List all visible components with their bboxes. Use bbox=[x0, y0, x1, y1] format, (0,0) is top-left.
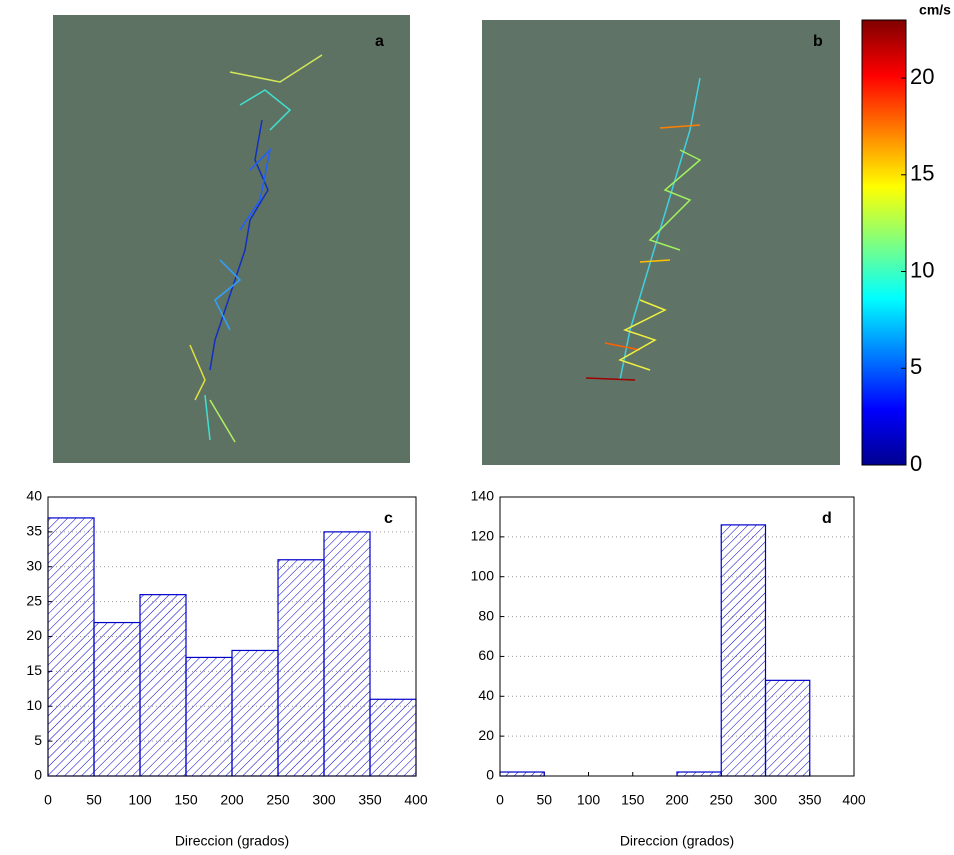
y-tick-label: 100 bbox=[471, 567, 495, 583]
x-axis-label: Direccion (grados) bbox=[175, 833, 289, 849]
bar bbox=[676, 771, 722, 777]
x-axis-label: Direccion (grados) bbox=[620, 833, 734, 849]
aerial-image bbox=[482, 20, 840, 465]
panel-label: d bbox=[822, 510, 832, 527]
y-tick-label: 80 bbox=[478, 607, 494, 623]
bar bbox=[47, 517, 95, 777]
colorbar bbox=[861, 19, 907, 466]
colorbar-tick-label: 15 bbox=[910, 161, 934, 186]
y-tick-label: 60 bbox=[478, 647, 494, 663]
x-tick-label: 50 bbox=[86, 792, 102, 808]
x-tick-label: 0 bbox=[44, 792, 52, 808]
y-tick-label: 0 bbox=[486, 767, 494, 783]
x-tick-label: 50 bbox=[536, 792, 552, 808]
y-tick-label: 15 bbox=[26, 662, 42, 678]
y-tick-label: 20 bbox=[26, 627, 42, 643]
panel-label: b bbox=[813, 33, 823, 50]
bar bbox=[369, 698, 417, 777]
x-tick-label: 250 bbox=[710, 792, 734, 808]
axes-frame bbox=[499, 496, 855, 777]
y-tick-label: 20 bbox=[478, 727, 494, 743]
x-tick-label: 200 bbox=[220, 792, 244, 808]
x-tick-label: 300 bbox=[312, 792, 336, 808]
y-tick-label: 30 bbox=[26, 557, 42, 573]
bar bbox=[139, 594, 187, 777]
bar bbox=[277, 559, 325, 777]
velocity-arrows bbox=[189, 54, 702, 443]
bar bbox=[323, 531, 371, 777]
bar bbox=[93, 621, 141, 777]
x-tick-label: 400 bbox=[842, 792, 866, 808]
x-tick-label: 300 bbox=[754, 792, 778, 808]
x-tick-label: 100 bbox=[577, 792, 601, 808]
y-tick-label: 0 bbox=[34, 767, 42, 783]
panel-label: c bbox=[384, 510, 393, 527]
colorbar-unit: cm/s bbox=[919, 2, 951, 18]
x-tick-label: 150 bbox=[174, 792, 198, 808]
x-tick-label: 350 bbox=[798, 792, 822, 808]
bar bbox=[720, 524, 767, 777]
x-tick-label: 0 bbox=[496, 792, 504, 808]
y-tick-label: 140 bbox=[471, 488, 495, 504]
bar bbox=[185, 656, 233, 777]
x-tick-label: 100 bbox=[128, 792, 152, 808]
bar bbox=[231, 649, 279, 777]
colorbar-tick-label: 0 bbox=[910, 451, 922, 476]
y-tick-label: 40 bbox=[26, 488, 42, 504]
x-tick-label: 250 bbox=[266, 792, 290, 808]
x-tick-label: 200 bbox=[665, 792, 689, 808]
y-tick-label: 120 bbox=[471, 528, 495, 544]
panel-label: a bbox=[375, 33, 384, 50]
x-tick-label: 400 bbox=[404, 792, 428, 808]
axes-frame bbox=[47, 496, 417, 777]
y-tick-label: 35 bbox=[26, 523, 42, 539]
y-tick-label: 10 bbox=[26, 697, 42, 713]
x-tick-label: 350 bbox=[358, 792, 382, 808]
x-tick-label: 150 bbox=[621, 792, 645, 808]
y-tick-label: 40 bbox=[478, 687, 494, 703]
bar bbox=[499, 771, 545, 777]
colorbar-tick-label: 5 bbox=[910, 354, 922, 379]
aerial-image bbox=[53, 15, 410, 463]
bar bbox=[764, 679, 811, 777]
colorbar-tick-label: 20 bbox=[910, 64, 934, 89]
y-tick-label: 25 bbox=[26, 592, 42, 608]
colorbar-tick-label: 10 bbox=[910, 257, 934, 282]
y-tick-label: 5 bbox=[34, 732, 42, 748]
